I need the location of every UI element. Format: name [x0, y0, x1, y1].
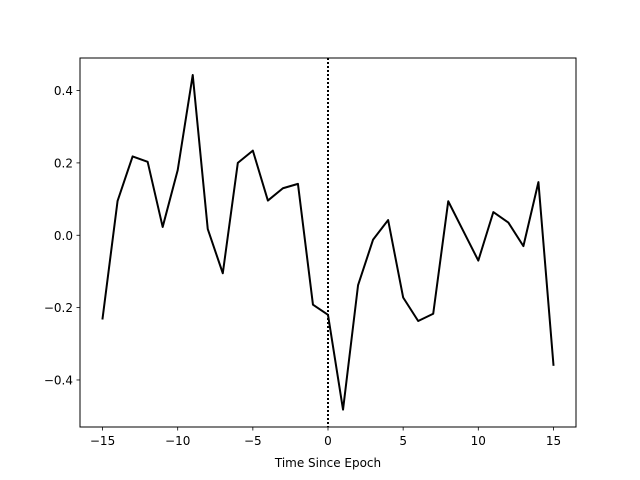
- x-tick-label: −5: [244, 434, 262, 448]
- y-tick-label: −0.2: [44, 301, 73, 315]
- x-tick-label: −10: [165, 434, 190, 448]
- y-tick-label: 0.2: [54, 156, 73, 170]
- x-tick-label: 5: [399, 434, 407, 448]
- x-tick-label: −15: [90, 434, 115, 448]
- x-tick-label: 15: [546, 434, 561, 448]
- y-tick-label: −0.4: [44, 373, 73, 387]
- y-tick-label: 0.4: [54, 84, 73, 98]
- x-tick-label: 10: [471, 434, 486, 448]
- x-tick-label: 0: [324, 434, 332, 448]
- x-axis-title: Time Since Epoch: [274, 456, 381, 470]
- y-tick-label: 0.0: [54, 229, 73, 243]
- series-line-0: [101, 74, 555, 411]
